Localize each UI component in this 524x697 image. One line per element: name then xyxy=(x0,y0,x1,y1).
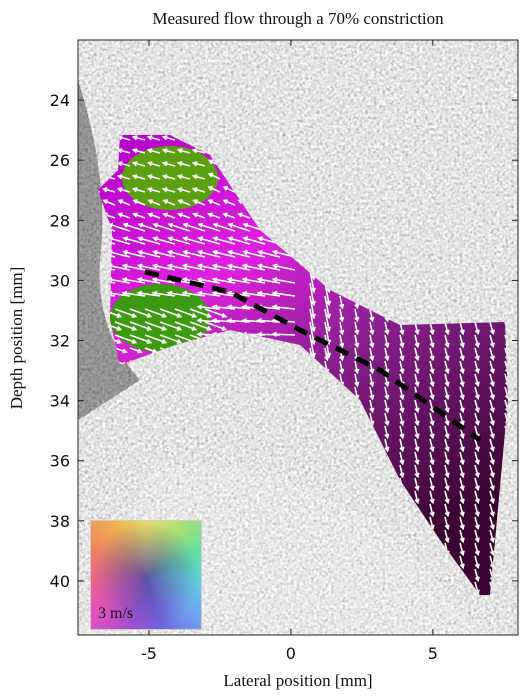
y-tick-label: 24 xyxy=(50,91,70,110)
y-tick-label: 30 xyxy=(50,271,70,290)
y-tick-label: 26 xyxy=(50,151,70,170)
x-tick-label: -5 xyxy=(141,644,157,663)
legend-label: 3 m/s xyxy=(98,605,133,623)
y-tick-label: 32 xyxy=(50,332,70,351)
flow-arrow xyxy=(273,334,295,335)
color-wheel-legend: 3 m/s xyxy=(90,520,202,630)
y-tick-label: 36 xyxy=(50,452,70,471)
x-tick-label: 0 xyxy=(286,644,296,663)
y-tick-label: 40 xyxy=(50,572,70,591)
y-tick-label: 28 xyxy=(50,211,70,230)
y-axis-label: Depth position [mm] xyxy=(7,267,26,410)
y-tick-label: 38 xyxy=(50,512,70,531)
x-axis-label: Lateral position [mm] xyxy=(223,671,372,690)
chart-title: Measured flow through a 70% constriction xyxy=(152,9,444,28)
x-tick-label: 5 xyxy=(428,644,438,663)
y-tick-label: 34 xyxy=(50,392,70,411)
